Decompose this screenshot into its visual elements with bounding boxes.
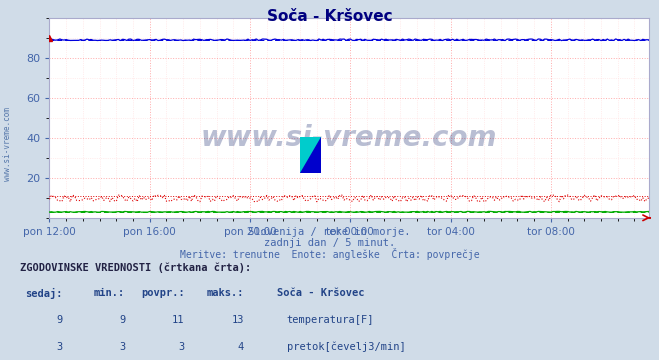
Text: ZGODOVINSKE VREDNOSTI (črtkana črta):: ZGODOVINSKE VREDNOSTI (črtkana črta): — [20, 263, 251, 273]
Text: 9: 9 — [119, 315, 125, 325]
Polygon shape — [300, 137, 321, 173]
Text: Slovenija / reke in morje.: Slovenija / reke in morje. — [248, 227, 411, 237]
Text: Soča - Kršovec: Soča - Kršovec — [267, 9, 392, 24]
Text: www.si-vreme.com: www.si-vreme.com — [3, 107, 13, 181]
Text: pretok[čevelj3/min]: pretok[čevelj3/min] — [287, 342, 405, 352]
Text: sedaj:: sedaj: — [25, 288, 63, 299]
Text: 9: 9 — [57, 315, 63, 325]
Text: maks.:: maks.: — [206, 288, 244, 298]
Polygon shape — [300, 137, 321, 173]
Text: 4: 4 — [238, 342, 244, 352]
Text: 3: 3 — [57, 342, 63, 352]
Text: zadnji dan / 5 minut.: zadnji dan / 5 minut. — [264, 238, 395, 248]
Text: 3: 3 — [179, 342, 185, 352]
Text: min.:: min.: — [94, 288, 125, 298]
Text: Soča - Kršovec: Soča - Kršovec — [277, 288, 364, 298]
Text: povpr.:: povpr.: — [141, 288, 185, 298]
Text: Meritve: trenutne  Enote: angleške  Črta: povprečje: Meritve: trenutne Enote: angleške Črta: … — [180, 248, 479, 260]
Text: 11: 11 — [172, 315, 185, 325]
Text: temperatura[F]: temperatura[F] — [287, 315, 374, 325]
Text: www.si-vreme.com: www.si-vreme.com — [201, 124, 498, 152]
Text: 3: 3 — [119, 342, 125, 352]
Text: 13: 13 — [231, 315, 244, 325]
